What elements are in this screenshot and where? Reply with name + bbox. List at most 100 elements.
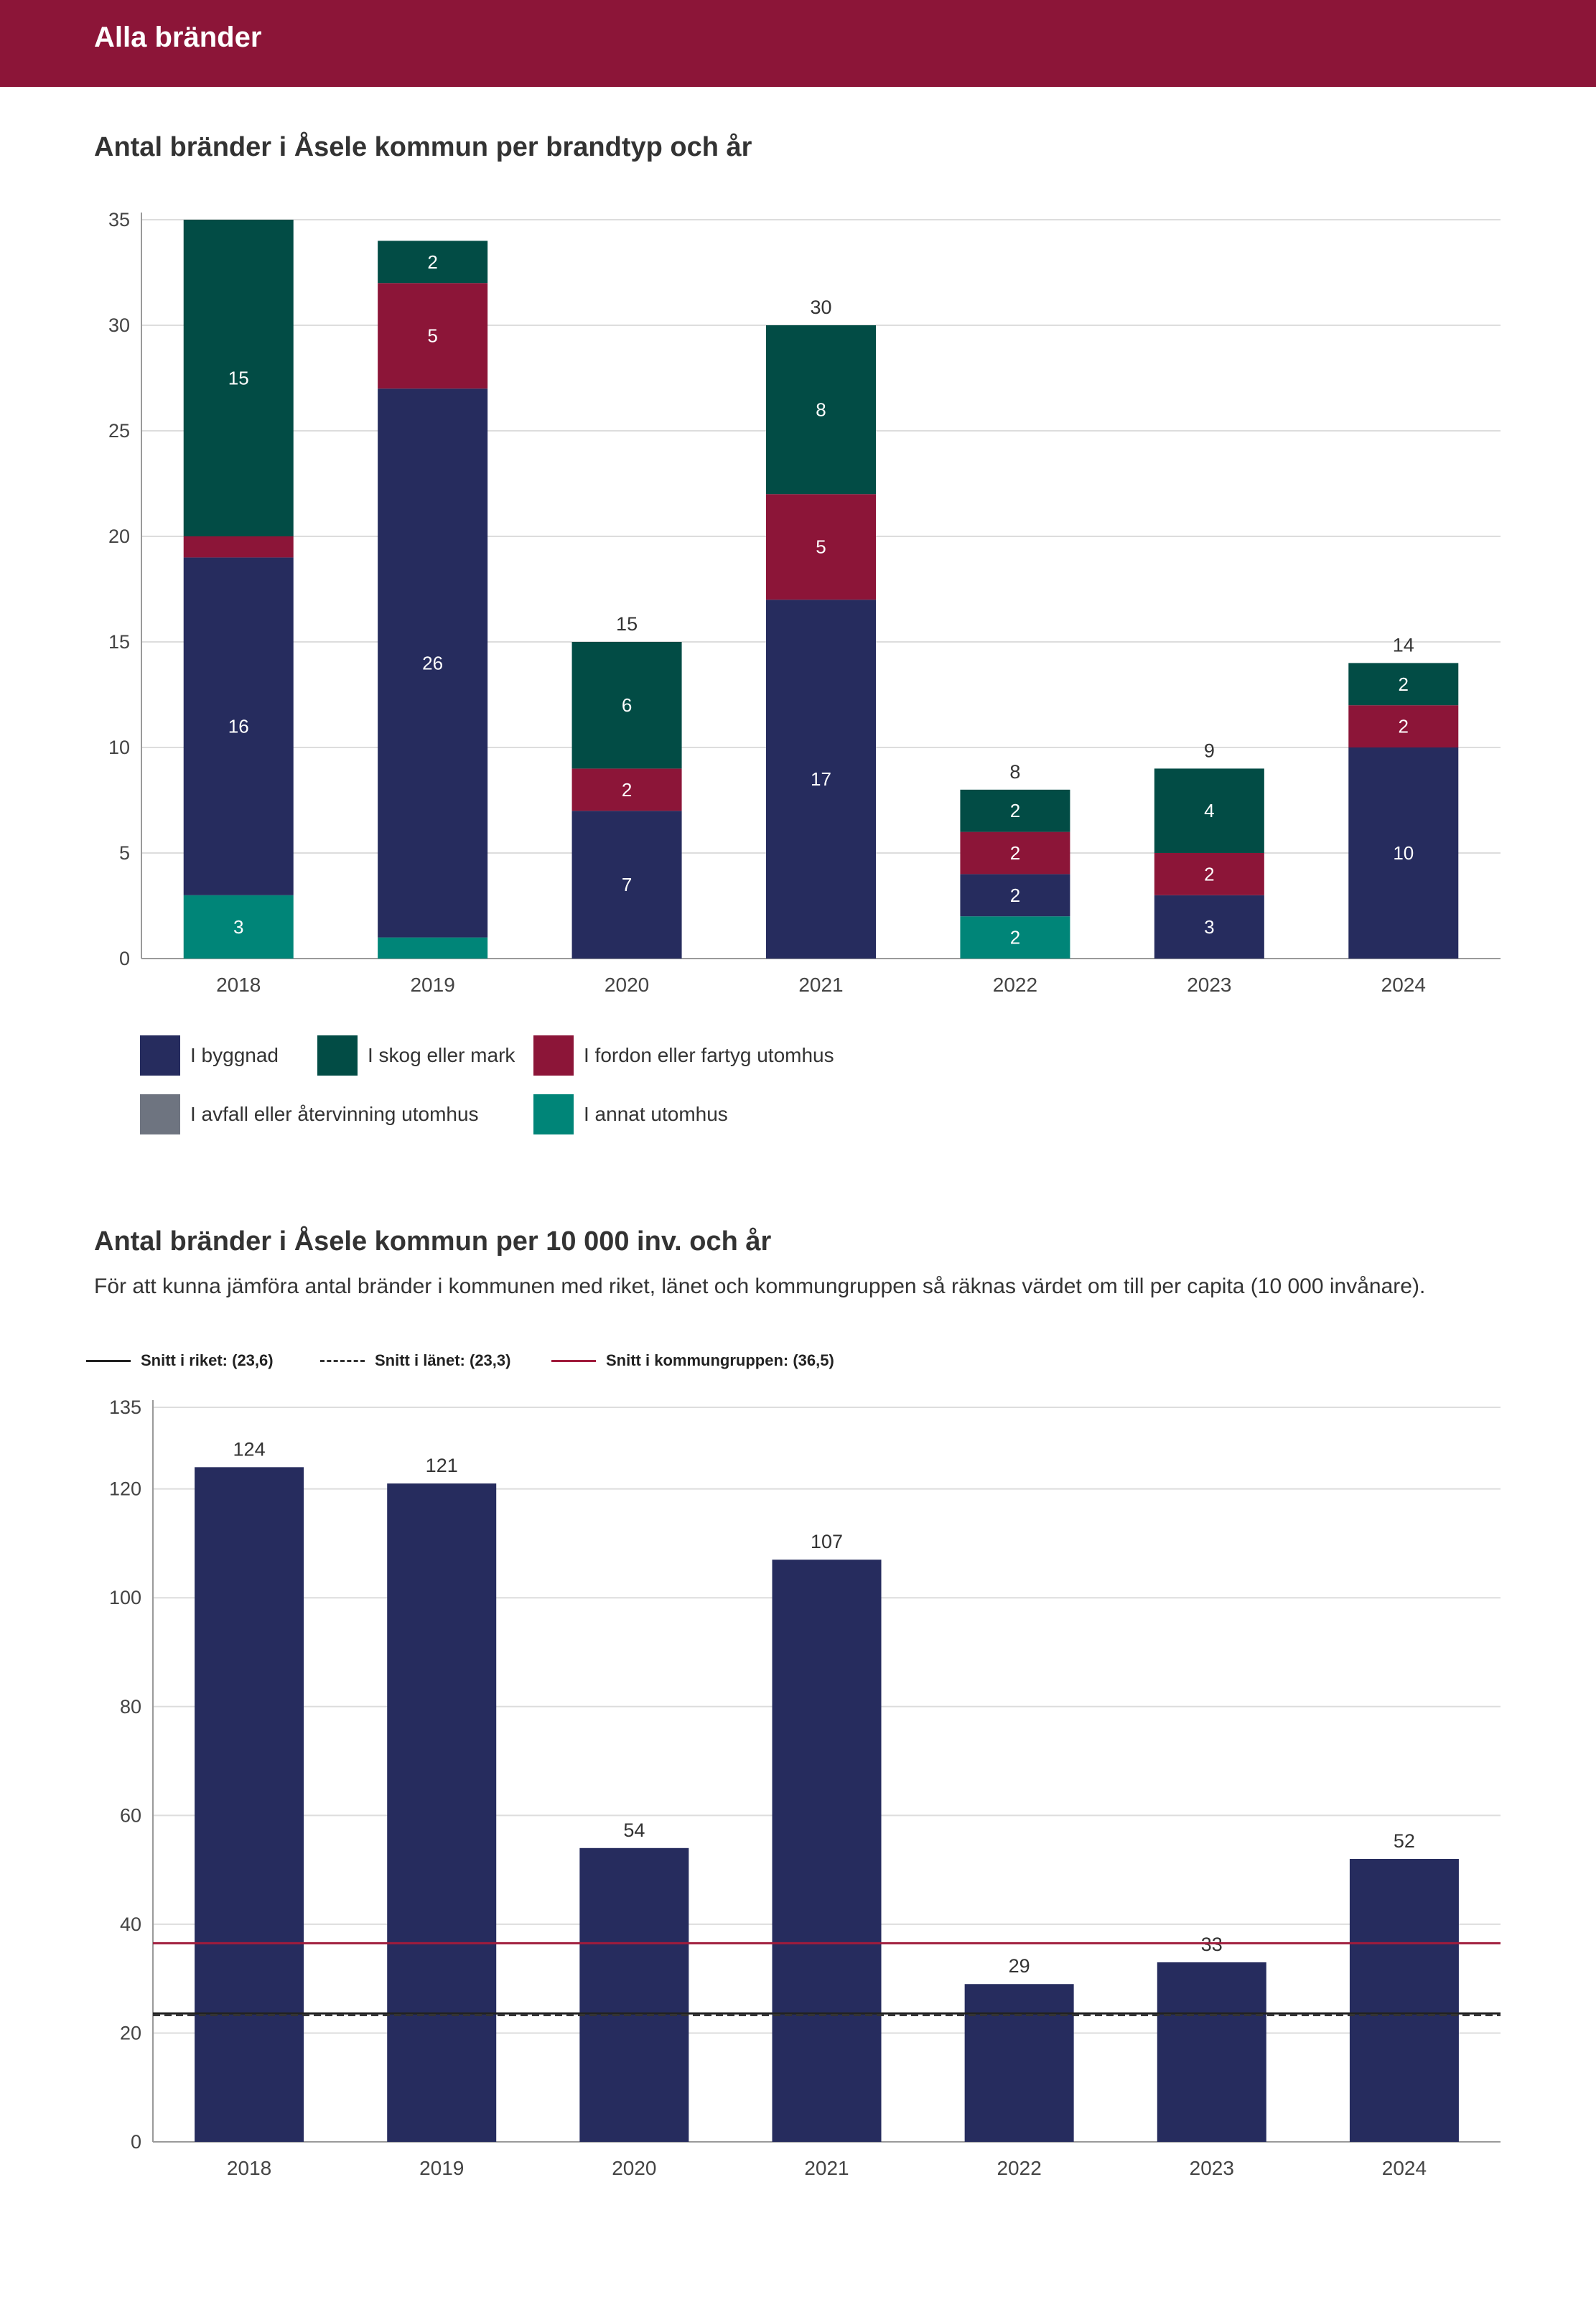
stacked-bar-chart: 0510152025303531615201826522019726152020… xyxy=(108,209,1501,996)
segment-label: 2 xyxy=(622,779,632,801)
chart2-description: För att kunna jämföra antal bränder i ko… xyxy=(94,1274,1426,1298)
bar-segment-annat-2022 xyxy=(960,916,1070,959)
legend-item-avfall: I avfall eller återvinning utomhus xyxy=(140,1094,479,1134)
total-label: 30 xyxy=(810,297,831,318)
x-tick-label: 2021 xyxy=(804,2157,849,2179)
bar-segment-skog-2018 xyxy=(183,220,294,536)
bar-segment-fordon-2019 xyxy=(378,283,488,389)
total-label: 9 xyxy=(1204,740,1215,761)
bar-2021 xyxy=(772,1560,882,2142)
legend-label-annat: I annat utomhus xyxy=(584,1103,728,1125)
bar-segment-skog-2022 xyxy=(960,789,1070,832)
segment-label: 3 xyxy=(233,916,243,938)
y-tick-label: 80 xyxy=(120,1696,141,1718)
y-tick-label: 20 xyxy=(108,526,130,547)
segment-label: 16 xyxy=(228,716,249,737)
legend-swatch-byggnad xyxy=(140,1035,180,1076)
ref-line-sample-kommungrupp xyxy=(551,1359,596,1362)
segment-label: 2 xyxy=(427,251,437,273)
segment-label: 17 xyxy=(811,768,831,790)
segment-label: 5 xyxy=(427,325,437,347)
x-tick-label: 2022 xyxy=(997,2157,1041,2179)
bar-segment-fordon-2022 xyxy=(960,831,1070,875)
bar-segment-byggnad-2024 xyxy=(1348,747,1459,959)
y-tick-label: 5 xyxy=(119,842,130,864)
bar-segment-byggnad-2019 xyxy=(378,388,488,938)
legend-swatch-fordon xyxy=(533,1035,574,1076)
bar-2024 xyxy=(1349,1858,1459,2142)
x-tick-label: 2024 xyxy=(1382,2157,1427,2179)
legend-item-fordon: I fordon eller fartyg utomhus xyxy=(533,1035,834,1076)
y-tick-label: 120 xyxy=(109,1478,141,1500)
segment-label: 2 xyxy=(1204,863,1214,885)
segment-label: 5 xyxy=(816,536,826,558)
bar-segment-fordon-2024 xyxy=(1348,705,1459,747)
legend-label-fordon: I fordon eller fartyg utomhus xyxy=(584,1044,834,1066)
bar-value-label: 33 xyxy=(1201,1934,1223,1955)
segment-label: 8 xyxy=(816,399,826,421)
x-tick-label: 2019 xyxy=(419,2157,464,2179)
segment-label: 6 xyxy=(622,694,632,716)
x-tick-label: 2023 xyxy=(1190,2157,1234,2179)
y-tick-label: 20 xyxy=(120,2022,141,2043)
legend-item-skog: I skog eller mark xyxy=(317,1035,515,1076)
x-tick-label: 2019 xyxy=(410,974,454,996)
segment-label: 2 xyxy=(1010,842,1020,864)
segment-label: 2 xyxy=(1010,885,1020,906)
bar-segment-byggnad-2018 xyxy=(183,557,294,895)
segment-label: 26 xyxy=(422,652,443,674)
segment-label: 2 xyxy=(1399,674,1409,695)
bar-2020 xyxy=(579,1847,689,2142)
bar-segment-skog-2021 xyxy=(766,325,876,495)
segment-label: 7 xyxy=(622,874,632,895)
chart2-title: Antal bränder i Åsele kommun per 10 000 … xyxy=(94,1226,772,1257)
ref-label-kommungrupp: Snitt i kommungruppen: (36,5) xyxy=(606,1351,834,1369)
bar-value-label: 121 xyxy=(426,1455,458,1476)
y-tick-label: 35 xyxy=(108,209,130,230)
ref-label-riket: Snitt i riket: (23,6) xyxy=(141,1351,274,1369)
legend-item-annat: I annat utomhus xyxy=(533,1094,728,1134)
bar-segment-byggnad-2022 xyxy=(960,874,1070,917)
y-tick-label: 25 xyxy=(108,420,130,442)
page-header: Alla bränder xyxy=(0,0,1596,87)
segment-label: 2 xyxy=(1010,800,1020,821)
bar-segment-skog-2024 xyxy=(1348,663,1459,706)
x-tick-label: 2023 xyxy=(1187,974,1231,996)
chart1-title: Antal bränder i Åsele kommun per brandty… xyxy=(94,132,752,162)
bar-segment-fordon-2023 xyxy=(1154,853,1264,895)
ref-legend-riket: Snitt i riket: (23,6) xyxy=(86,1351,274,1370)
bar-2023 xyxy=(1157,1962,1266,2142)
bar-segment-byggnad-2021 xyxy=(766,600,876,959)
ref-line-sample-riket xyxy=(86,1359,131,1362)
segment-label: 2 xyxy=(1010,927,1020,949)
legend-label-byggnad: I byggnad xyxy=(190,1044,279,1066)
y-tick-label: 40 xyxy=(120,1914,141,1935)
bar-segment-skog-2019 xyxy=(378,241,488,284)
header-title: Alla bränder xyxy=(94,22,262,53)
bar-segment-byggnad-2023 xyxy=(1154,895,1264,959)
bar-2019 xyxy=(387,1483,497,2142)
bar-value-label: 54 xyxy=(623,1819,645,1841)
bar-segment-skog-2020 xyxy=(571,642,682,769)
ref-legend-lanet: Snitt i länet: (23,3) xyxy=(320,1351,510,1370)
y-tick-label: 100 xyxy=(109,1587,141,1608)
y-tick-label: 15 xyxy=(108,631,130,653)
x-tick-label: 2021 xyxy=(798,974,843,996)
bar-segment-fordon-2018 xyxy=(183,536,294,558)
bar-value-label: 29 xyxy=(1009,1955,1030,1977)
segment-label: 2 xyxy=(1399,716,1409,737)
legend-label-avfall: I avfall eller återvinning utomhus xyxy=(190,1103,479,1125)
total-label: 8 xyxy=(1009,761,1020,783)
bar-segment-byggnad-2020 xyxy=(571,811,682,959)
x-tick-label: 2020 xyxy=(612,2157,656,2179)
total-label: 14 xyxy=(1393,634,1414,656)
y-tick-label: 135 xyxy=(109,1397,141,1418)
y-tick-label: 0 xyxy=(131,2131,141,2153)
ref-line-sample-lanet xyxy=(320,1359,365,1362)
legend-item-byggnad: I byggnad xyxy=(140,1035,279,1076)
ref-legend-kommungrupp: Snitt i kommungruppen: (36,5) xyxy=(551,1351,834,1370)
bar-segment-skog-2023 xyxy=(1154,768,1264,853)
legend-swatch-annat xyxy=(533,1094,574,1134)
x-tick-label: 2018 xyxy=(227,2157,271,2179)
bar-segment-annat-2019 xyxy=(378,937,488,959)
